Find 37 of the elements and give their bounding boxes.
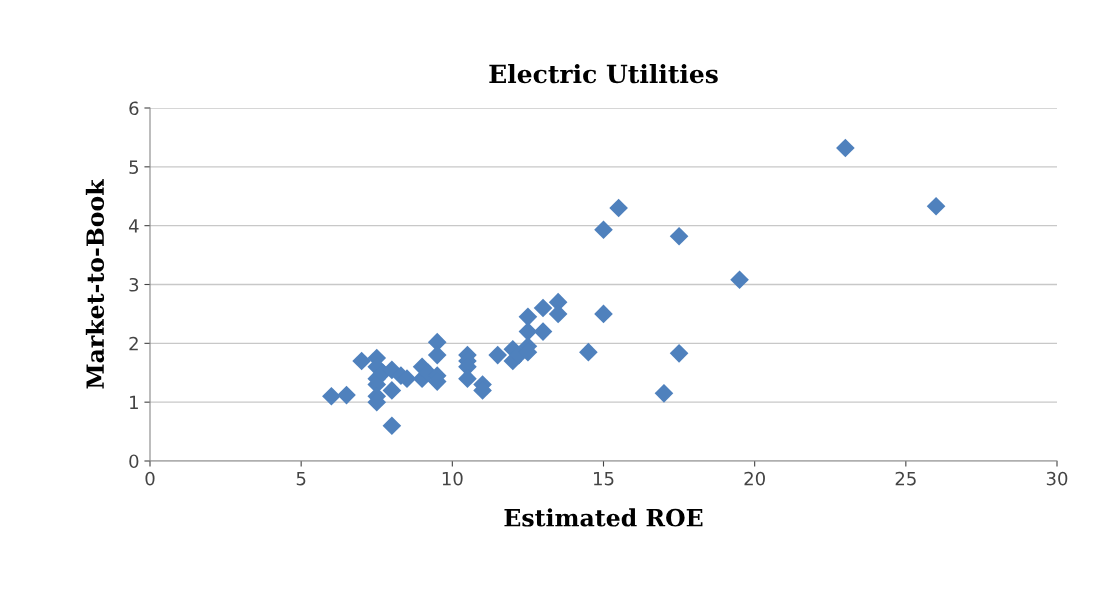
point [926, 196, 946, 216]
point [382, 416, 402, 436]
x-axis-title: Estimated ROE [504, 508, 703, 527]
point [730, 270, 749, 290]
x-tick-label: 30 [1046, 471, 1068, 486]
point [518, 307, 538, 327]
point [533, 322, 553, 341]
y-tick-label: 3 [129, 277, 139, 292]
point [594, 220, 613, 240]
point [488, 345, 507, 365]
point [322, 386, 341, 406]
point [594, 304, 613, 324]
chart-title: Electric Utilities [489, 64, 718, 84]
y-tick-label: 5 [129, 160, 139, 174]
point [533, 298, 553, 318]
point [382, 381, 402, 400]
x-tick-label: 15 [594, 471, 614, 486]
point [609, 198, 628, 218]
point [579, 342, 598, 362]
x-tick-label: 0 [145, 471, 155, 486]
y-tick-label: 6 [129, 101, 139, 116]
x-tick-label: 20 [744, 471, 765, 486]
y-tick-label: 1 [130, 395, 138, 410]
point [836, 138, 855, 158]
y-tick-label: 0 [129, 454, 139, 469]
point [654, 384, 674, 403]
x-tick-label: 25 [895, 471, 916, 486]
y-axis-title: Market-to-Book [85, 178, 105, 389]
y-tick-label: 4 [128, 219, 139, 233]
y-tick-label: 2 [129, 336, 138, 351]
x-tick-label: 10 [442, 471, 463, 486]
point [669, 344, 689, 363]
point [669, 226, 689, 246]
point [352, 351, 371, 371]
x-tick-label: 5 [296, 471, 306, 486]
point [337, 385, 356, 405]
point [427, 345, 447, 365]
